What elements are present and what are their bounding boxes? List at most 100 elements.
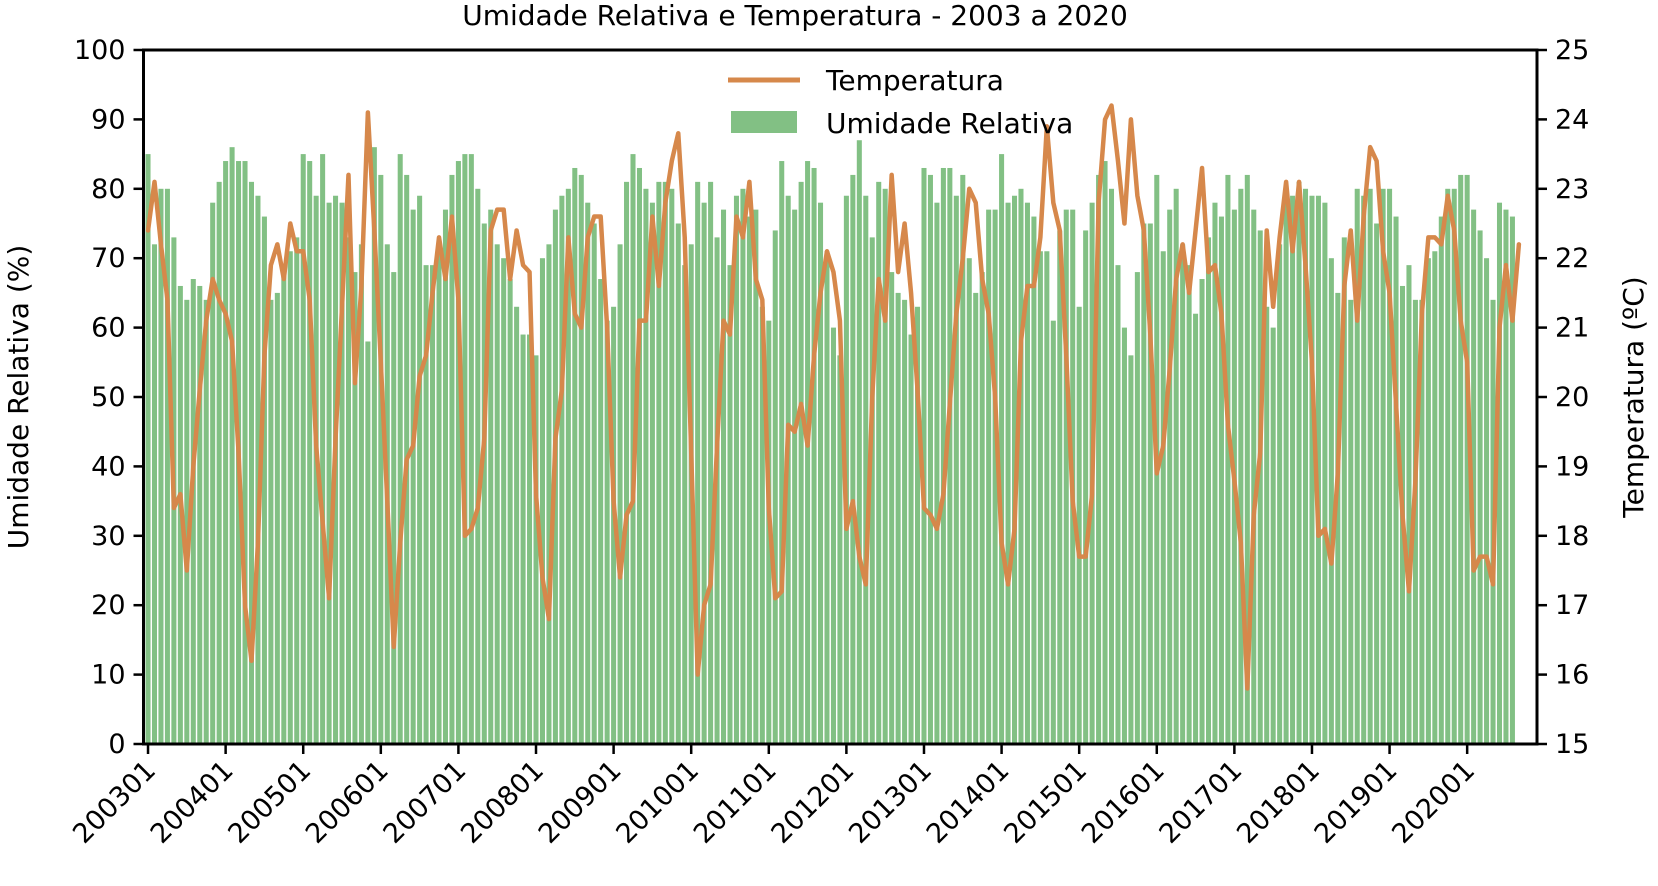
bar <box>436 244 442 744</box>
bar <box>1335 292 1341 744</box>
bar <box>527 334 533 744</box>
bar <box>578 174 584 745</box>
left-tick-label: 10 <box>91 660 125 691</box>
bar <box>1167 209 1173 744</box>
bar <box>721 209 727 744</box>
bar <box>1044 251 1050 744</box>
bar <box>695 181 701 745</box>
bar <box>462 154 468 745</box>
bar <box>442 209 448 744</box>
bar <box>876 181 882 745</box>
bar <box>882 188 888 745</box>
bar <box>281 265 287 744</box>
bar <box>1451 188 1457 745</box>
x-axis: 2003012004012005012006012007012008012009… <box>67 744 1481 850</box>
bar <box>345 237 351 744</box>
bar <box>1115 265 1121 744</box>
bar <box>1180 244 1186 744</box>
bar <box>1322 202 1328 744</box>
bar <box>830 327 836 744</box>
bar <box>733 195 739 745</box>
bar <box>1193 313 1199 744</box>
bar <box>934 202 940 744</box>
bar <box>546 244 552 744</box>
x-tick-label: 200401 <box>145 755 240 850</box>
bar <box>1328 258 1334 744</box>
bar <box>1406 265 1412 744</box>
bar <box>494 244 500 744</box>
bar <box>598 279 604 744</box>
bar <box>294 237 300 744</box>
bar <box>1076 306 1082 744</box>
bar <box>488 209 494 744</box>
bar <box>837 355 843 744</box>
legend-label-temperatura: Temperatura <box>825 64 1004 97</box>
bar <box>1380 188 1386 745</box>
bar <box>533 355 539 744</box>
right-tick-label: 25 <box>1555 35 1589 66</box>
x-tick-label: 200901 <box>533 755 628 850</box>
bar <box>856 140 862 745</box>
x-tick-label: 201601 <box>1076 755 1171 850</box>
bar <box>430 265 436 744</box>
bar <box>391 272 397 744</box>
bar <box>1270 327 1276 744</box>
bar <box>617 244 623 744</box>
bar <box>151 244 158 744</box>
left-tick-label: 60 <box>91 313 125 344</box>
bar <box>908 334 914 744</box>
bar <box>863 195 869 745</box>
right-tick-label: 15 <box>1555 729 1589 760</box>
bar <box>378 174 384 745</box>
bar <box>1063 209 1069 744</box>
bar <box>1393 216 1399 744</box>
bar <box>973 292 979 744</box>
bar <box>740 188 746 745</box>
bar <box>501 258 507 744</box>
bar <box>1205 237 1212 744</box>
bar <box>1348 299 1354 744</box>
bar <box>1264 306 1270 744</box>
bar <box>746 216 752 744</box>
bar <box>358 244 364 744</box>
bar <box>1050 320 1056 744</box>
bar <box>287 251 293 744</box>
bar <box>895 292 901 744</box>
bar <box>1147 223 1153 744</box>
bar <box>255 195 261 745</box>
bar <box>326 202 332 744</box>
bar <box>662 181 668 745</box>
line-series-temperatura <box>145 103 1522 691</box>
bar <box>1503 209 1509 744</box>
bar <box>636 167 642 745</box>
bar <box>1315 195 1321 745</box>
bar <box>889 272 895 744</box>
x-tick-label: 201001 <box>610 755 705 850</box>
bar <box>514 306 520 744</box>
bar <box>190 279 196 744</box>
bar <box>410 209 416 744</box>
right-axis-title: Temperatura (ºC) <box>1617 276 1650 518</box>
bar <box>481 223 487 744</box>
bar <box>1024 202 1030 744</box>
bar <box>1102 161 1108 745</box>
x-tick-label: 201501 <box>998 755 1093 850</box>
bar <box>210 202 216 744</box>
bar <box>1374 223 1380 744</box>
left-y-axis: 0 10 20 30 40 50 60 70 80 90 100 <box>74 35 144 760</box>
bar <box>520 334 526 744</box>
bar <box>624 181 630 745</box>
bar <box>268 299 274 744</box>
bar <box>1277 244 1283 744</box>
bar <box>656 181 662 745</box>
bar <box>1134 272 1140 744</box>
bar <box>682 265 688 744</box>
bar <box>242 161 248 745</box>
legend-swatch-umidade <box>731 111 797 133</box>
bar <box>643 188 649 745</box>
bar <box>649 202 655 744</box>
bar <box>423 265 429 744</box>
right-tick-label: 20 <box>1555 382 1589 413</box>
bar <box>960 174 966 745</box>
